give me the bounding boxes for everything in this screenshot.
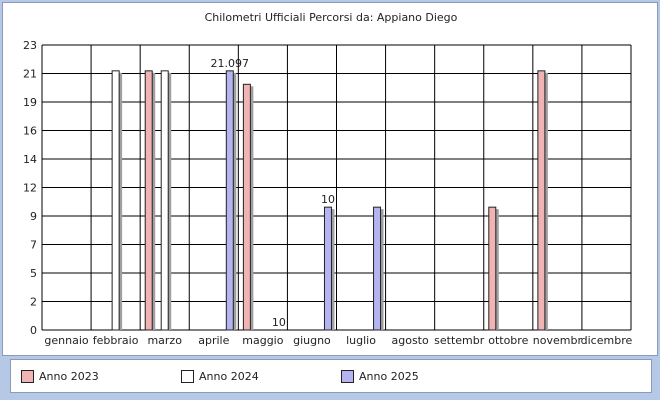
bar bbox=[225, 70, 234, 331]
x-tick-label: ottobre bbox=[488, 334, 528, 347]
y-tick-label: 5 bbox=[30, 267, 37, 280]
x-tick-label: agosto bbox=[392, 334, 429, 347]
legend-label-2023: Anno 2023 bbox=[39, 370, 99, 383]
legend-item-2024: Anno 2024 bbox=[181, 370, 259, 383]
bar bbox=[144, 70, 153, 331]
legend-label-2024: Anno 2024 bbox=[199, 370, 259, 383]
bar bbox=[488, 206, 497, 331]
y-tick-label: 23 bbox=[23, 39, 37, 52]
y-tick-label: 16 bbox=[23, 125, 37, 138]
bar bbox=[373, 206, 382, 331]
y-tick-label: 14 bbox=[23, 153, 37, 166]
legend-swatch-2023 bbox=[21, 370, 34, 383]
data-label: 10 bbox=[272, 316, 286, 329]
chart-panel: Chilometri Ufficiali Percorsi da: Appian… bbox=[2, 2, 658, 356]
y-tick-label: 12 bbox=[23, 182, 37, 195]
legend-swatch-2024 bbox=[181, 370, 194, 383]
bar bbox=[242, 83, 251, 331]
data-label: 21.097 bbox=[211, 57, 250, 70]
legend-label-2025: Anno 2025 bbox=[359, 370, 419, 383]
bar bbox=[537, 70, 546, 331]
y-tick-label: 9 bbox=[30, 210, 37, 223]
y-tick-label: 21 bbox=[23, 68, 37, 81]
y-tick-label: 2 bbox=[30, 296, 37, 309]
x-tick-label: giugno bbox=[293, 334, 331, 347]
chart-title: Chilometri Ufficiali Percorsi da: Appian… bbox=[204, 11, 458, 24]
x-tick-label: marzo bbox=[147, 334, 182, 347]
bar bbox=[323, 206, 332, 331]
bar bbox=[111, 70, 120, 331]
x-tick-label: febbraio bbox=[93, 334, 139, 347]
x-tick-label: settembr bbox=[434, 334, 485, 347]
x-tick-label: luglio bbox=[346, 334, 376, 347]
x-tick-label: maggio bbox=[242, 334, 283, 347]
legend-item-2023: Anno 2023 bbox=[21, 370, 99, 383]
x-tick-label: aprile bbox=[198, 334, 229, 347]
x-tick-label: gennaio bbox=[44, 334, 88, 347]
x-tick-label: dicembre bbox=[581, 334, 633, 347]
y-tick-label: 7 bbox=[30, 239, 37, 252]
bar-chart: 0 2 5 7 9 12 14 16 19 21 23 gennaio febbraio marzo apr… bbox=[23, 39, 633, 347]
y-tick-label: 0 bbox=[30, 324, 37, 337]
legend-swatch-2025 bbox=[341, 370, 354, 383]
data-label: 10 bbox=[321, 193, 335, 206]
legend-item-2025: Anno 2025 bbox=[341, 370, 419, 383]
bar bbox=[160, 70, 169, 331]
y-tick-label: 19 bbox=[23, 96, 37, 109]
legend: Anno 2023 Anno 2024 Anno 2025 bbox=[10, 359, 652, 393]
x-tick-label: novembr bbox=[533, 334, 583, 347]
